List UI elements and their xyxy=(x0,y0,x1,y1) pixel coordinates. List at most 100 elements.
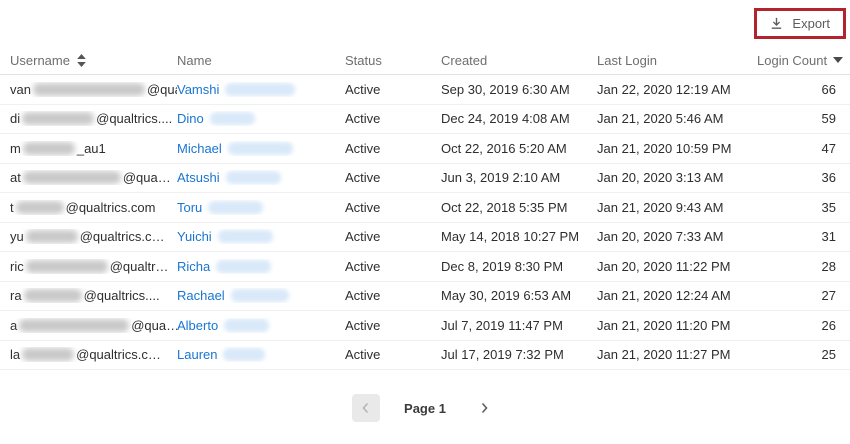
table-row: la @qualtrics.c… Lauren Active Jul 17, 2019 … xyxy=(0,340,850,370)
export-button[interactable]: Export xyxy=(757,11,843,36)
redacted-surname xyxy=(209,112,255,126)
last-login-cell: Jan 21, 2020 11:27 PM xyxy=(597,347,731,363)
login-count-cell: 59 xyxy=(821,111,836,127)
redacted-username xyxy=(22,348,75,362)
username-prefix: la xyxy=(10,347,21,363)
status-cell: Active xyxy=(345,81,381,97)
user-name-link[interactable]: Alberto xyxy=(177,317,219,333)
user-name-link[interactable]: Richa xyxy=(177,258,211,274)
user-name-link[interactable]: Michael xyxy=(177,140,222,156)
username-suffix: @qualtr… xyxy=(109,258,169,274)
user-name-link[interactable]: Atsushi xyxy=(177,170,220,186)
user-name-link[interactable]: Rachael xyxy=(177,288,225,304)
login-count-cell: 47 xyxy=(821,140,836,156)
column-header-label: Last Login xyxy=(597,52,657,68)
status-cell: Active xyxy=(345,199,381,215)
name-cell: Rachael xyxy=(177,288,345,303)
next-page-button[interactable] xyxy=(470,394,498,422)
status-cell: Active xyxy=(345,288,381,304)
last-login-cell: Jan 21, 2020 12:24 AM xyxy=(597,288,731,304)
username-prefix: a xyxy=(10,317,18,333)
users-table: Username Name Status Created Last Login Login… xyxy=(0,46,850,370)
column-header-name: Name xyxy=(177,53,345,68)
user-name-link[interactable]: Toru xyxy=(177,199,203,215)
redacted-username xyxy=(19,318,130,332)
export-annotation-box: Export xyxy=(754,8,846,39)
table-row: a @qua… Alberto Active Jul 7, 2019 11:47 PM J… xyxy=(0,311,850,341)
column-header-label: Login Count xyxy=(757,52,828,68)
status-cell: Active xyxy=(345,347,381,363)
page-indicator: Page 1 xyxy=(404,400,446,416)
created-cell: Oct 22, 2018 5:35 PM xyxy=(441,199,568,215)
username-cell: ric @qualtr… xyxy=(10,259,177,274)
table-row: van @qua…Vamshi Active Sep 30, 2019 6:30 AM… xyxy=(0,75,850,105)
status-cell: Active xyxy=(345,140,381,156)
username-prefix: yu xyxy=(10,229,24,245)
created-cell: May 14, 2018 10:27 PM xyxy=(441,229,580,245)
user-name-link[interactable]: Vamshi xyxy=(177,81,220,97)
redacted-surname xyxy=(230,289,289,303)
username-suffix: @qua… xyxy=(131,317,177,333)
redacted-username xyxy=(22,171,121,185)
login-count-cell: 31 xyxy=(821,229,836,245)
table-row: yu @qualtrics.c… Yuichi Active May 14, 2018 … xyxy=(0,222,850,252)
sort-updown-icon[interactable] xyxy=(76,53,87,67)
last-login-cell: Jan 21, 2020 11:20 PM xyxy=(597,317,731,333)
created-cell: May 30, 2019 6:53 AM xyxy=(441,288,572,304)
column-header-created: Created xyxy=(441,53,597,68)
last-login-cell: Jan 20, 2020 3:13 AM xyxy=(597,170,724,186)
column-header-status: Status xyxy=(345,53,441,68)
table-row: di @qualtrics.... Dino Active Dec 24, 2019 4… xyxy=(0,104,850,134)
download-icon xyxy=(769,16,784,31)
username-cell: yu @qualtrics.c… xyxy=(10,229,177,244)
column-header-login_count[interactable]: Login Count xyxy=(757,52,844,68)
username-prefix: m xyxy=(10,140,21,156)
status-cell: Active xyxy=(345,111,381,127)
column-header-last_login: Last Login xyxy=(597,53,757,68)
username-prefix: t xyxy=(10,199,14,215)
sort-desc-icon[interactable] xyxy=(833,57,844,63)
username-suffix: @qualtrics.c… xyxy=(79,229,165,245)
redacted-surname xyxy=(217,230,273,244)
name-cell: Richa xyxy=(177,259,345,274)
table-row: ra @qualtrics.... Rachael Active May 30, 201… xyxy=(0,281,850,311)
redacted-username xyxy=(22,141,75,155)
column-header-label: Created xyxy=(441,52,488,68)
username-cell: di @qualtrics.... xyxy=(10,111,177,126)
name-cell: Alberto xyxy=(177,318,345,333)
username-cell: la @qualtrics.c… xyxy=(10,347,177,362)
column-header-label: Name xyxy=(177,52,212,68)
user-name-link[interactable]: Yuichi xyxy=(177,229,212,245)
status-cell: Active xyxy=(345,317,381,333)
redacted-username xyxy=(32,82,145,96)
redacted-surname xyxy=(216,259,272,273)
username-prefix: ric xyxy=(10,258,24,274)
redacted-surname xyxy=(223,348,266,362)
created-cell: Jun 3, 2019 2:10 AM xyxy=(441,170,561,186)
created-cell: Jul 17, 2019 7:32 PM xyxy=(441,347,564,363)
username-cell: ra @qualtrics.... xyxy=(10,288,177,303)
login-count-cell: 25 xyxy=(821,347,836,363)
previous-page-button[interactable] xyxy=(352,394,381,422)
username-cell: at @qua… xyxy=(10,170,177,185)
name-cell: Toru xyxy=(177,200,345,215)
column-header-username[interactable]: Username xyxy=(10,53,177,68)
login-count-cell: 28 xyxy=(821,258,836,274)
username-cell: m _au1 xyxy=(10,141,177,156)
created-cell: Oct 22, 2016 5:20 AM xyxy=(441,140,567,156)
username-suffix: @qua… xyxy=(146,81,177,97)
name-cell: Vamshi xyxy=(177,82,345,97)
status-cell: Active xyxy=(345,229,381,245)
user-name-link[interactable]: Dino xyxy=(177,111,204,127)
username-suffix: @qualtrics.c… xyxy=(76,347,161,363)
user-name-link[interactable]: Lauren xyxy=(177,347,218,363)
username-cell: t @qualtrics.com xyxy=(10,200,177,215)
pagination: Page 1 xyxy=(0,394,850,422)
username-suffix: @qualtrics.com xyxy=(65,199,156,215)
login-count-cell: 35 xyxy=(821,199,836,215)
redacted-surname xyxy=(225,171,281,185)
redacted-surname xyxy=(225,82,296,96)
username-cell: van @qua… xyxy=(10,82,177,97)
last-login-cell: Jan 21, 2020 9:43 AM xyxy=(597,199,724,215)
export-button-label: Export xyxy=(792,16,830,31)
